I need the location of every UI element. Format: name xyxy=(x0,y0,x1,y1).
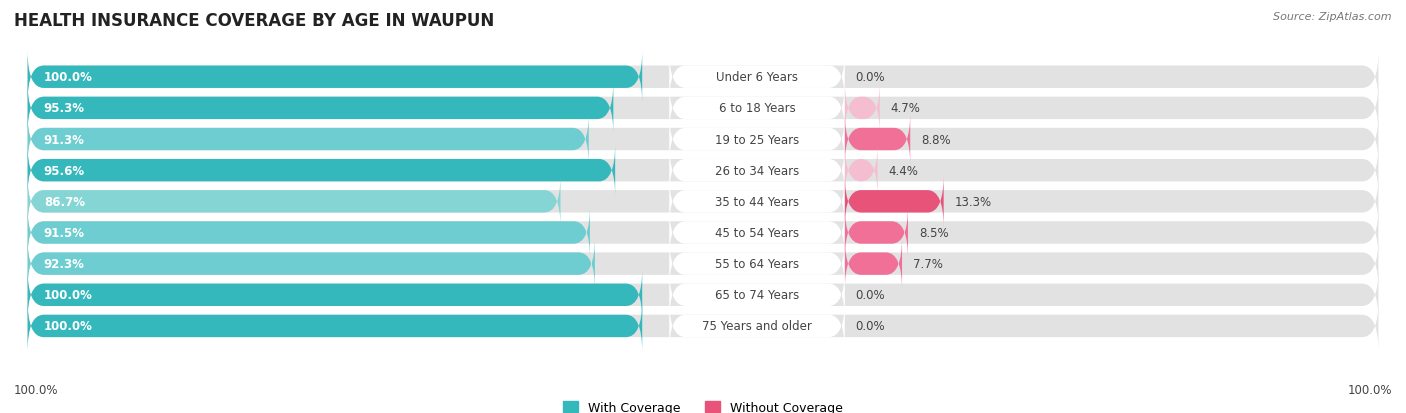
Text: 4.4%: 4.4% xyxy=(889,164,918,177)
Text: 19 to 25 Years: 19 to 25 Years xyxy=(714,133,799,146)
FancyBboxPatch shape xyxy=(28,269,643,321)
Text: HEALTH INSURANCE COVERAGE BY AGE IN WAUPUN: HEALTH INSURANCE COVERAGE BY AGE IN WAUP… xyxy=(14,12,495,30)
Text: 8.8%: 8.8% xyxy=(921,133,950,146)
Text: 4.7%: 4.7% xyxy=(890,102,921,115)
FancyBboxPatch shape xyxy=(669,176,845,228)
FancyBboxPatch shape xyxy=(28,300,1378,352)
FancyBboxPatch shape xyxy=(28,207,591,259)
FancyBboxPatch shape xyxy=(669,207,845,259)
Text: 100.0%: 100.0% xyxy=(44,320,93,332)
Text: 6 to 18 Years: 6 to 18 Years xyxy=(718,102,796,115)
Text: Source: ZipAtlas.com: Source: ZipAtlas.com xyxy=(1274,12,1392,22)
Text: 75 Years and older: 75 Years and older xyxy=(702,320,813,332)
FancyBboxPatch shape xyxy=(28,176,561,228)
FancyBboxPatch shape xyxy=(669,52,845,104)
Text: 100.0%: 100.0% xyxy=(44,71,93,84)
Text: 95.6%: 95.6% xyxy=(44,164,84,177)
Text: 0.0%: 0.0% xyxy=(856,320,886,332)
FancyBboxPatch shape xyxy=(28,207,1378,259)
FancyBboxPatch shape xyxy=(845,176,943,228)
FancyBboxPatch shape xyxy=(28,269,1378,321)
FancyBboxPatch shape xyxy=(28,52,643,104)
Text: 0.0%: 0.0% xyxy=(856,289,886,301)
FancyBboxPatch shape xyxy=(669,269,845,321)
FancyBboxPatch shape xyxy=(28,114,1378,166)
Text: 100.0%: 100.0% xyxy=(1347,384,1392,396)
Text: 86.7%: 86.7% xyxy=(44,195,84,208)
FancyBboxPatch shape xyxy=(28,300,643,352)
Text: 55 to 64 Years: 55 to 64 Years xyxy=(716,258,799,271)
Text: 95.3%: 95.3% xyxy=(44,102,84,115)
Text: 8.5%: 8.5% xyxy=(918,226,949,240)
Text: 0.0%: 0.0% xyxy=(856,71,886,84)
FancyBboxPatch shape xyxy=(845,238,903,290)
Text: Under 6 Years: Under 6 Years xyxy=(716,71,799,84)
Legend: With Coverage, Without Coverage: With Coverage, Without Coverage xyxy=(562,401,844,413)
FancyBboxPatch shape xyxy=(28,52,1378,104)
Text: 91.5%: 91.5% xyxy=(44,226,84,240)
FancyBboxPatch shape xyxy=(845,114,910,166)
FancyBboxPatch shape xyxy=(28,176,1378,228)
FancyBboxPatch shape xyxy=(669,83,845,135)
FancyBboxPatch shape xyxy=(28,238,595,290)
FancyBboxPatch shape xyxy=(28,83,613,135)
Text: 7.7%: 7.7% xyxy=(912,258,943,271)
Text: 65 to 74 Years: 65 to 74 Years xyxy=(714,289,799,301)
FancyBboxPatch shape xyxy=(28,83,1378,135)
Text: 100.0%: 100.0% xyxy=(14,384,59,396)
FancyBboxPatch shape xyxy=(28,145,616,197)
FancyBboxPatch shape xyxy=(28,145,1378,197)
FancyBboxPatch shape xyxy=(669,114,845,166)
Text: 26 to 34 Years: 26 to 34 Years xyxy=(714,164,799,177)
Text: 92.3%: 92.3% xyxy=(44,258,84,271)
FancyBboxPatch shape xyxy=(669,300,845,352)
Text: 35 to 44 Years: 35 to 44 Years xyxy=(716,195,799,208)
FancyBboxPatch shape xyxy=(845,145,877,197)
FancyBboxPatch shape xyxy=(28,114,589,166)
Text: 91.3%: 91.3% xyxy=(44,133,84,146)
FancyBboxPatch shape xyxy=(28,238,1378,290)
FancyBboxPatch shape xyxy=(845,207,908,259)
FancyBboxPatch shape xyxy=(669,238,845,290)
FancyBboxPatch shape xyxy=(669,145,845,197)
Text: 13.3%: 13.3% xyxy=(955,195,991,208)
Text: 45 to 54 Years: 45 to 54 Years xyxy=(716,226,799,240)
Text: 100.0%: 100.0% xyxy=(44,289,93,301)
FancyBboxPatch shape xyxy=(845,83,880,135)
